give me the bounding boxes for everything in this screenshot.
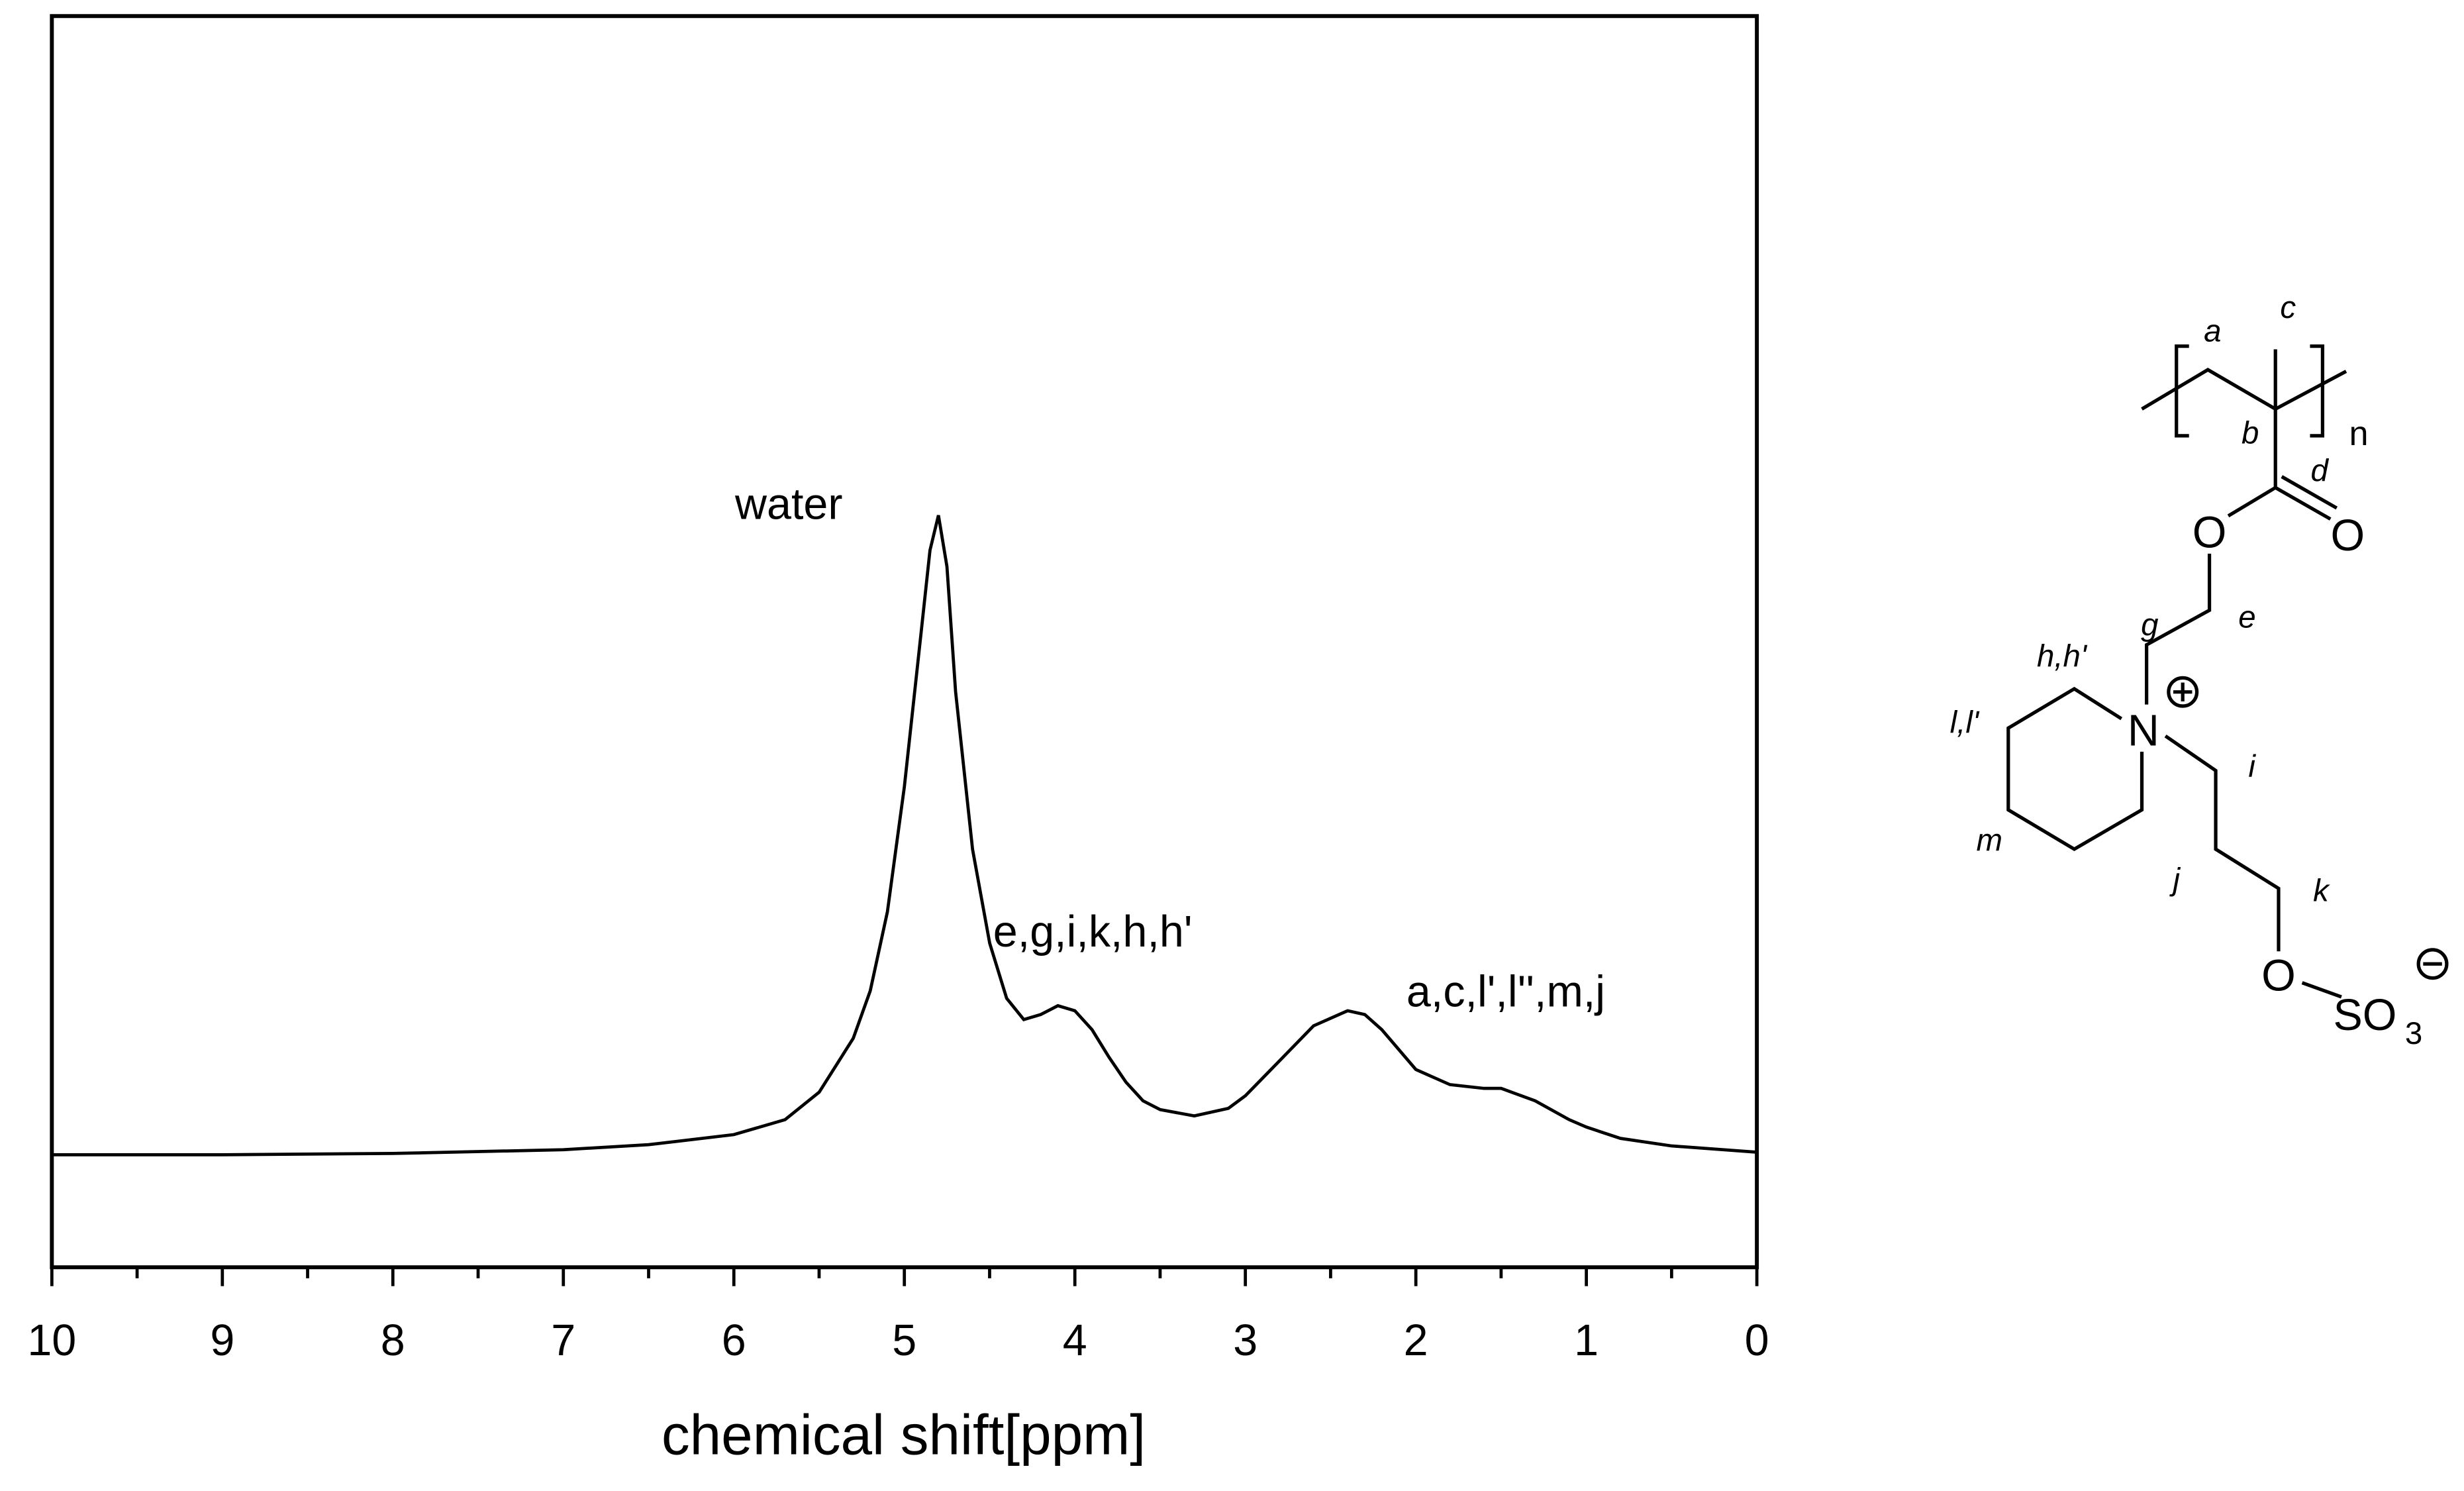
x-tick-label: 10 <box>27 1316 76 1365</box>
label: e <box>2238 599 2255 635</box>
x-tick-label: 7 <box>551 1316 575 1365</box>
label: k <box>2313 873 2330 908</box>
x-axis-label: chemical shift[ppm] <box>662 1404 1146 1467</box>
spectrum-line <box>52 515 1757 1157</box>
atom: O <box>2193 508 2227 557</box>
x-tick-label: 8 <box>381 1316 405 1365</box>
bonds <box>2006 349 2347 999</box>
atom: N <box>2128 706 2159 755</box>
atom-subscript: 3 <box>2405 1016 2422 1051</box>
plot-frame <box>50 14 1759 1270</box>
atom: O <box>2261 952 2296 1001</box>
label: h,h' <box>2037 639 2088 674</box>
atom: SO <box>2333 991 2396 1040</box>
label: b <box>2242 416 2259 451</box>
brackets <box>2175 344 2325 438</box>
x-tick-label: 1 <box>1574 1316 1599 1365</box>
label: i <box>2248 749 2256 784</box>
plus-charge <box>2167 676 2199 708</box>
annotation: water <box>734 480 842 529</box>
x-tick-label: 4 <box>1063 1316 1087 1365</box>
label: l,l' <box>1950 705 1980 740</box>
label: m <box>1977 823 2003 858</box>
label: j <box>2169 862 2181 898</box>
x-tick-label: 2 <box>1404 1316 1428 1365</box>
structure: a b c d e g h,h' i j k l,l' m n O O O N … <box>1950 290 2449 1051</box>
minus-charge <box>2416 948 2449 980</box>
label: a <box>2204 313 2221 348</box>
x-tick-label: 5 <box>892 1316 916 1365</box>
x-tick-label: 9 <box>210 1316 234 1365</box>
label: c <box>2280 290 2296 325</box>
annotation: a,c,l',l'',m,j <box>1406 967 1605 1016</box>
label: d <box>2310 454 2329 489</box>
x-tick-label: 3 <box>1233 1316 1257 1365</box>
annotation: e,g,i,k,h,h' <box>993 907 1193 956</box>
atom: O <box>2331 511 2365 560</box>
x-tick-label: 0 <box>1745 1316 1769 1365</box>
label: g <box>2141 607 2158 643</box>
plus-sign <box>2173 682 2193 701</box>
atom: n <box>2349 415 2368 453</box>
x-tick-label: 6 <box>722 1316 746 1365</box>
